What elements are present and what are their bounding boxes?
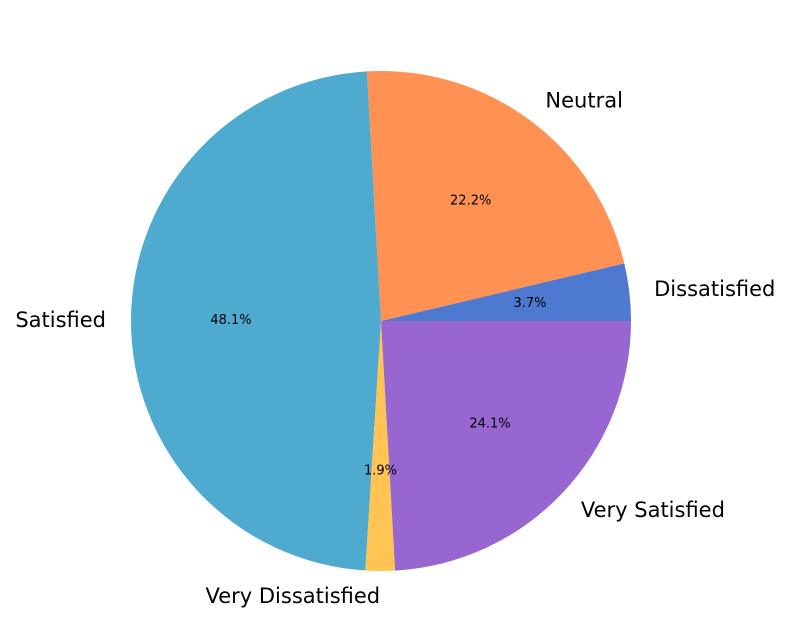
pie-slice-dissatisfied <box>381 263 631 321</box>
pct-label-neutral: 22.2% <box>450 193 491 208</box>
pct-label-dissatisfied: 3.7% <box>513 296 546 311</box>
category-label-very-satisfied: Very Satisfied <box>581 498 725 522</box>
pie-slice-neutral <box>366 71 625 321</box>
pct-label-satisfied: 48.1% <box>210 313 251 328</box>
category-label-neutral: Neutral <box>545 89 623 113</box>
pct-label-very-dissatisfied: 1.9% <box>364 464 397 479</box>
category-label-satisfied: Satisfied <box>15 308 106 332</box>
pie-slices <box>130 71 631 572</box>
pie-slice-very-satisfied <box>381 321 631 571</box>
pie-slice-very-dissatisfied <box>365 321 396 572</box>
category-label-dissatisfied: Dissatisfied <box>654 277 775 301</box>
category-label-very-dissatisfied: Very Dissatisfied <box>205 584 380 608</box>
pct-label-very-satisfied: 24.1% <box>469 417 510 432</box>
pie-slice-satisfied <box>130 71 381 571</box>
percentage-labels: 3.7% 22.2% 48.1% 1.9% 24.1% <box>210 193 546 478</box>
category-labels: Dissatisfied Neutral Satisfied Very Dissati… <box>15 89 775 608</box>
